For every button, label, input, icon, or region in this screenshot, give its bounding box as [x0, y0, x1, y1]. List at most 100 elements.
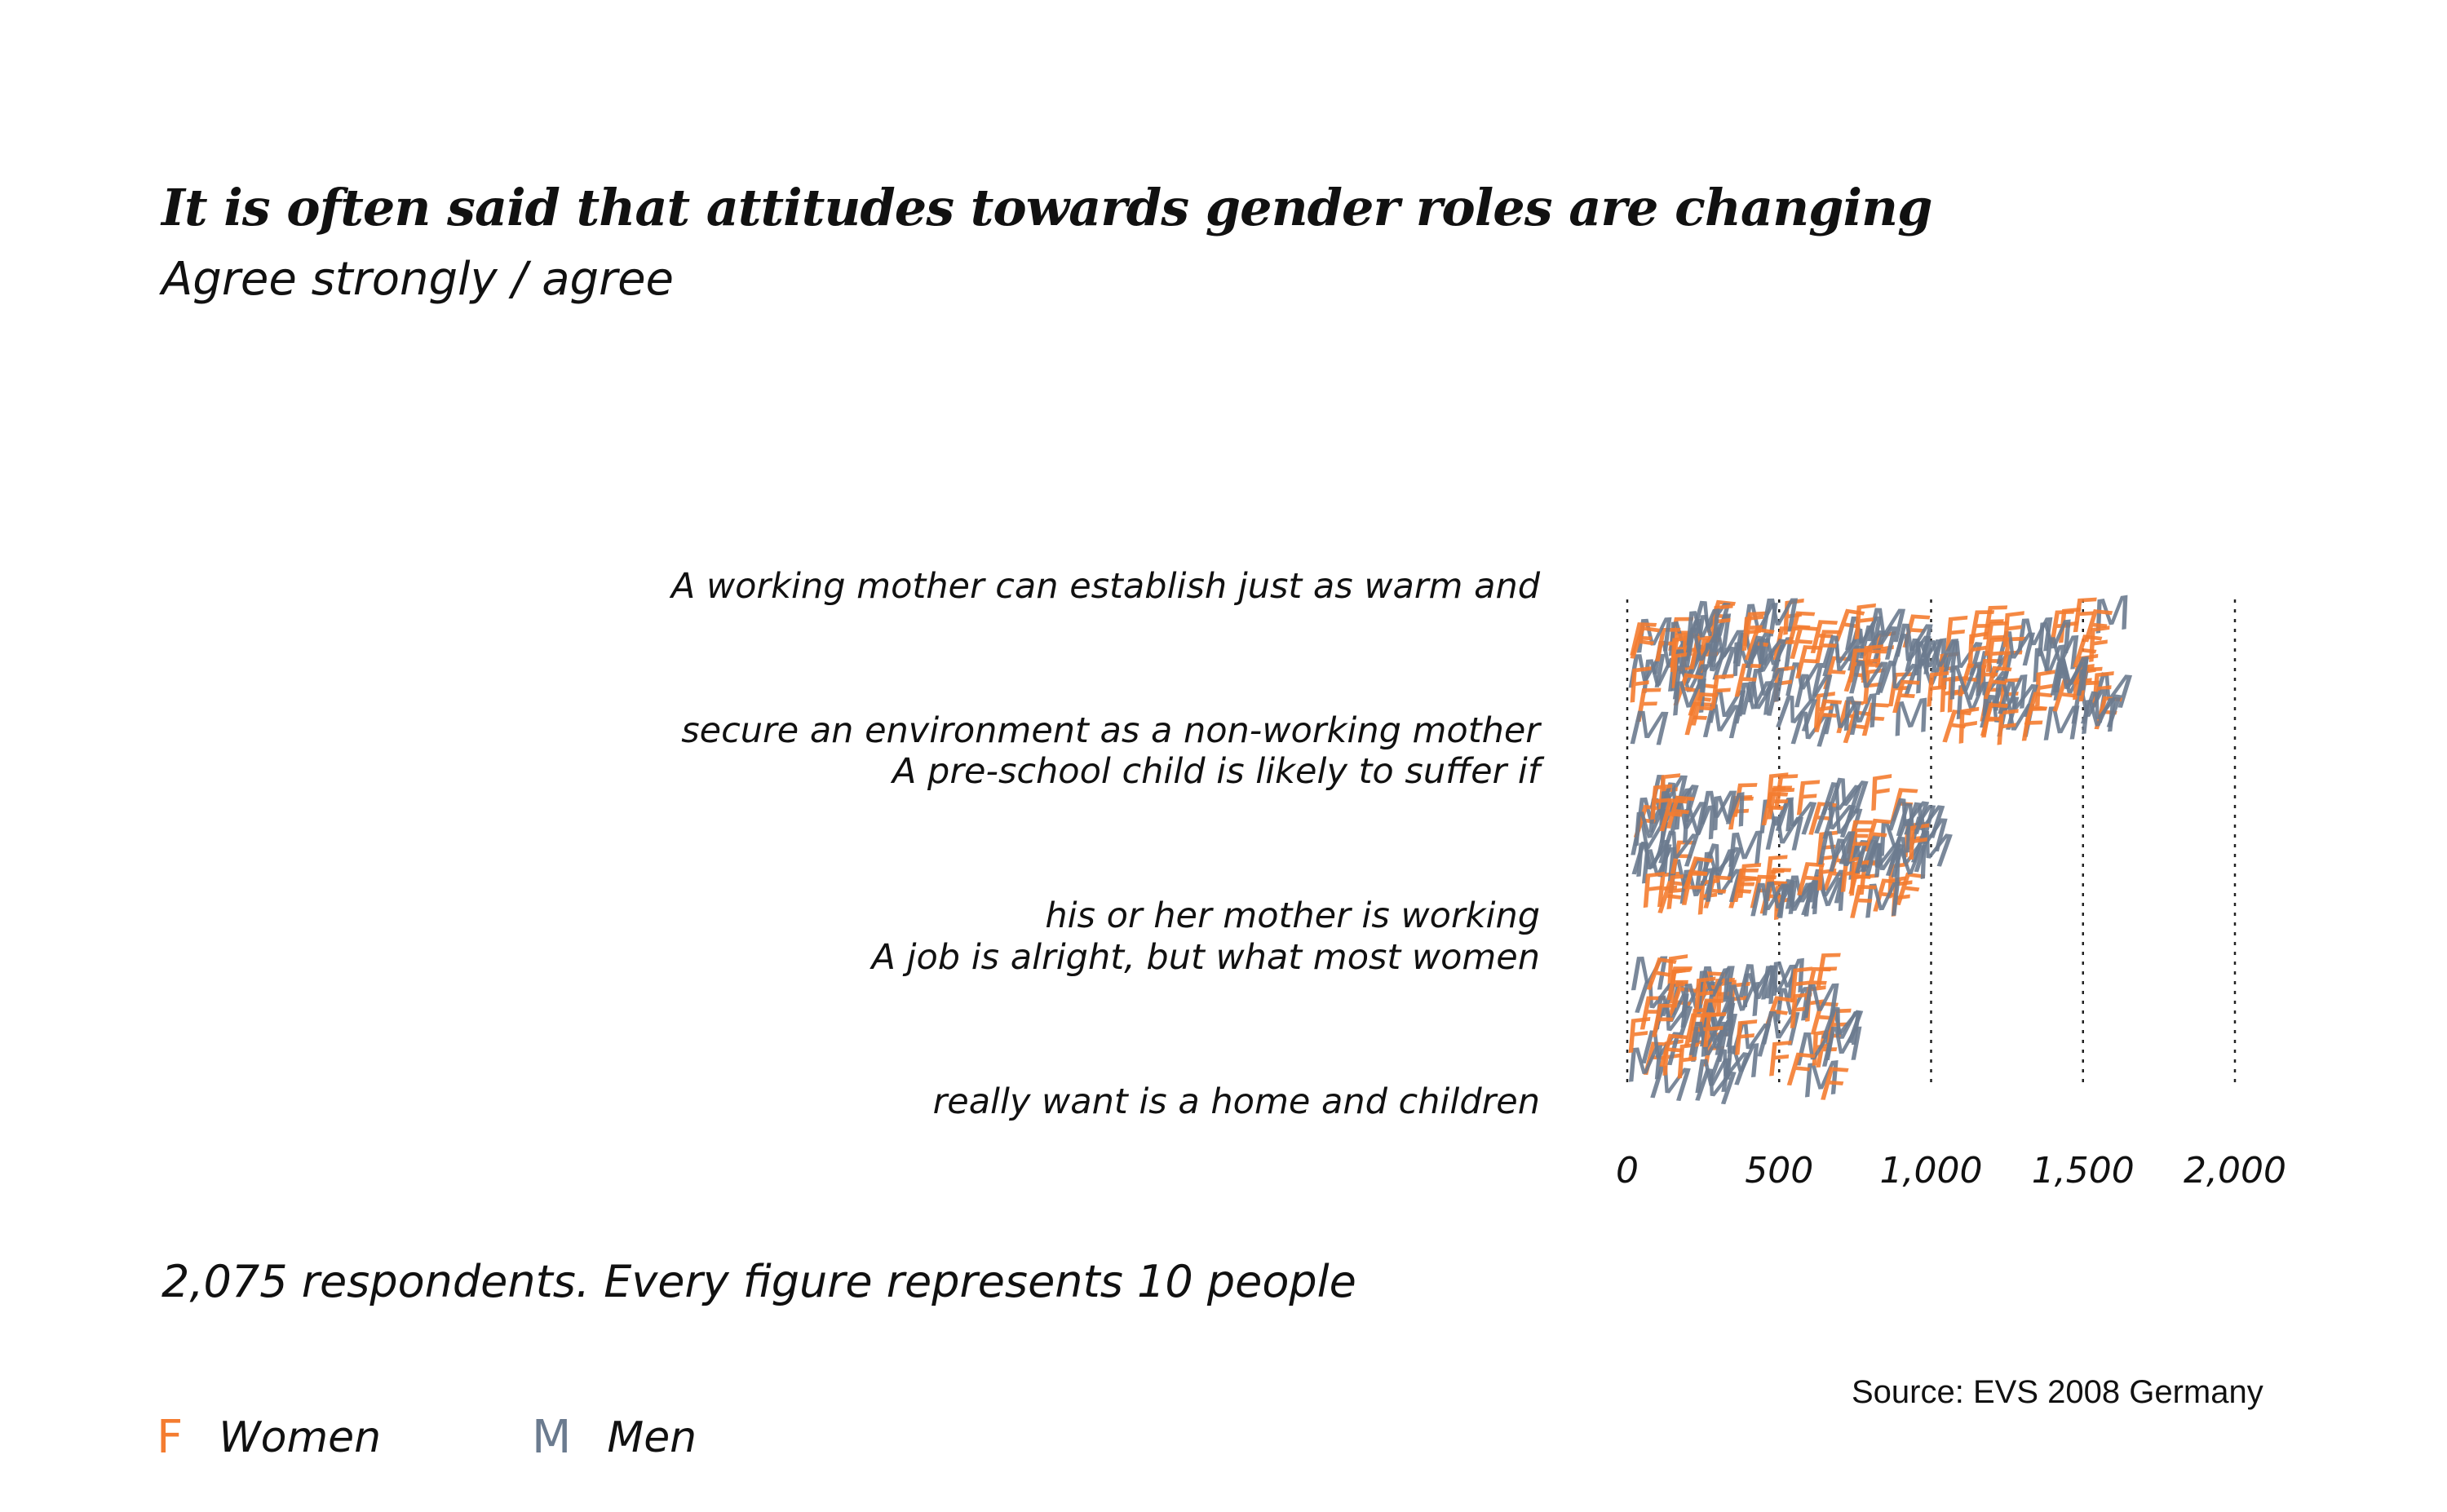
women-figure-mark: F: [1845, 812, 1873, 865]
women-figure-mark: F: [1808, 993, 1839, 1047]
women-figure-mark: F: [1683, 693, 1712, 748]
men-figure-mark: M: [1676, 860, 1719, 915]
men-figure-mark: M: [1807, 860, 1847, 914]
men-figure-mark: M: [1836, 822, 1883, 880]
men-figure-mark: M: [1693, 1050, 1734, 1104]
women-figure-mark: F: [1975, 651, 2002, 704]
men-figure-mark: M: [1889, 625, 1933, 681]
men-figure-mark: M: [2041, 697, 2082, 752]
women-figure-mark: F: [2047, 602, 2076, 656]
men-figure-mark: M: [1844, 619, 1888, 675]
men-figure-mark: M: [1692, 634, 1738, 692]
women-figure-mark: F: [1688, 628, 1715, 681]
men-figure-mark: M: [1989, 666, 2033, 723]
women-figure-mark: F: [1645, 776, 1677, 831]
men-figure-mark: M: [1690, 1020, 1729, 1073]
women-figure-mark: F: [1733, 655, 1762, 709]
women-figure-mark: F: [1701, 1024, 1730, 1078]
men-figure-mark: M: [1649, 993, 1695, 1051]
men-figure-mark: M: [1812, 792, 1859, 851]
women-figure-mark: F: [1740, 603, 1769, 657]
men-figure-mark: M: [1681, 600, 1726, 657]
women-figure-mark: F: [1763, 860, 1791, 913]
women-figure-mark: F: [1668, 625, 1696, 679]
men-figure-mark: M: [1638, 649, 1681, 705]
women-figure-mark: F: [1727, 866, 1758, 921]
women-figure-mark: F: [1860, 641, 1887, 695]
women-figure-mark: F: [1999, 629, 2028, 683]
women-figure-mark: F: [1848, 877, 1877, 931]
category-label: A pre-school child is likely to suffer i…: [890, 751, 1545, 792]
men-figure-mark: M: [1857, 617, 1899, 671]
men-figure-mark: M: [1749, 874, 1790, 928]
women-figure-mark: F: [1846, 820, 1873, 873]
men-figure-mark: M: [1623, 1037, 1668, 1093]
men-figure-mark: M: [1885, 789, 1931, 847]
men-figure-mark: M: [1847, 652, 1890, 707]
men-figure-mark: M: [1909, 647, 1955, 705]
men-figure-mark: M: [1908, 630, 1954, 687]
x-tick-label: 2,000: [2184, 1150, 2286, 1191]
men-figure-mark: M: [1819, 773, 1865, 830]
men-figure-mark: M: [1656, 821, 1701, 878]
men-figure-mark: M: [1689, 592, 1732, 648]
men-figure-mark: M: [1865, 599, 1906, 654]
women-figure-mark: F: [1785, 1044, 1816, 1099]
men-figure-mark: M: [1729, 1012, 1773, 1068]
women-figure-mark: F: [2082, 600, 2114, 656]
men-figure-mark: M: [1737, 956, 1778, 1010]
men-figure-mark: M: [1692, 959, 1737, 1016]
women-figure-mark: F: [1886, 664, 1914, 718]
women-figure-mark: F: [1730, 775, 1759, 829]
women-figure-mark: F: [1771, 766, 1800, 820]
men-figure-mark: M: [2050, 648, 2093, 705]
men-figure-mark: M: [2077, 689, 2121, 745]
women-figure-mark: F: [1657, 1025, 1689, 1081]
women-figure-mark: F: [1772, 618, 1799, 671]
women-figure-mark: F: [1861, 810, 1893, 865]
men-figure-mark: M: [1637, 838, 1681, 895]
women-figure-mark: F: [1803, 958, 1832, 1012]
women-figure-mark: F: [1979, 694, 2009, 749]
women-figure-mark: F: [1794, 637, 1823, 692]
men-figure-mark: M: [1772, 979, 1813, 1033]
women-figure-mark: F: [1765, 777, 1793, 830]
women-figure-mark: F: [1634, 679, 1662, 733]
men-figure-mark: M: [1789, 702, 1834, 758]
women-figure-mark: F: [1901, 606, 1931, 661]
men-figure-mark: M: [1764, 808, 1805, 862]
women-figure-mark: F: [1760, 847, 1791, 901]
women-figure-mark: F: [1980, 696, 2007, 749]
men-figure-mark: M: [1670, 656, 1712, 711]
men-figure-mark: M: [1746, 660, 1787, 714]
category-label: A working mother can establish just as w…: [669, 566, 1541, 607]
women-figure-mark: F: [1888, 780, 1918, 834]
women-figure-mark: F: [1764, 1032, 1796, 1088]
men-figure-mark: M: [1668, 794, 1708, 847]
women-figure-mark: F: [1788, 617, 1819, 672]
men-figure-mark: M: [1816, 823, 1856, 876]
men-figure-mark: M: [1632, 787, 1675, 842]
men-figure-mark: M: [1648, 1056, 1693, 1113]
men-figure-mark: M: [1724, 822, 1768, 878]
men-figure-mark: M: [1666, 647, 1710, 703]
women-figure-mark: F: [1685, 999, 1715, 1054]
men-figure-mark: M: [1630, 813, 1670, 867]
men-figure-mark: M: [1631, 831, 1675, 888]
chart-title: It is often said that attitudes towards …: [162, 178, 1932, 237]
women-figure-mark: F: [1814, 944, 1843, 998]
women-figure-mark: F: [1847, 852, 1877, 907]
men-figure-mark: M: [1693, 1059, 1739, 1116]
men-figure-mark: M: [1693, 605, 1735, 661]
women-figure-mark: F: [1680, 864, 1708, 917]
men-figure-mark: M: [1720, 1035, 1764, 1091]
men-figure-mark: M: [1875, 651, 1922, 709]
men-figure-mark: M: [1794, 1023, 1836, 1078]
men-figure-mark: M: [1819, 997, 1866, 1056]
men-figure-mark: M: [1806, 869, 1852, 926]
women-figure-mark: F: [1981, 613, 2011, 668]
men-figure-mark: M: [2014, 609, 2055, 664]
men-figure-mark: M: [2026, 636, 2072, 694]
women-figure-mark: F: [1809, 612, 1839, 666]
women-figure-mark: F: [1653, 864, 1684, 919]
